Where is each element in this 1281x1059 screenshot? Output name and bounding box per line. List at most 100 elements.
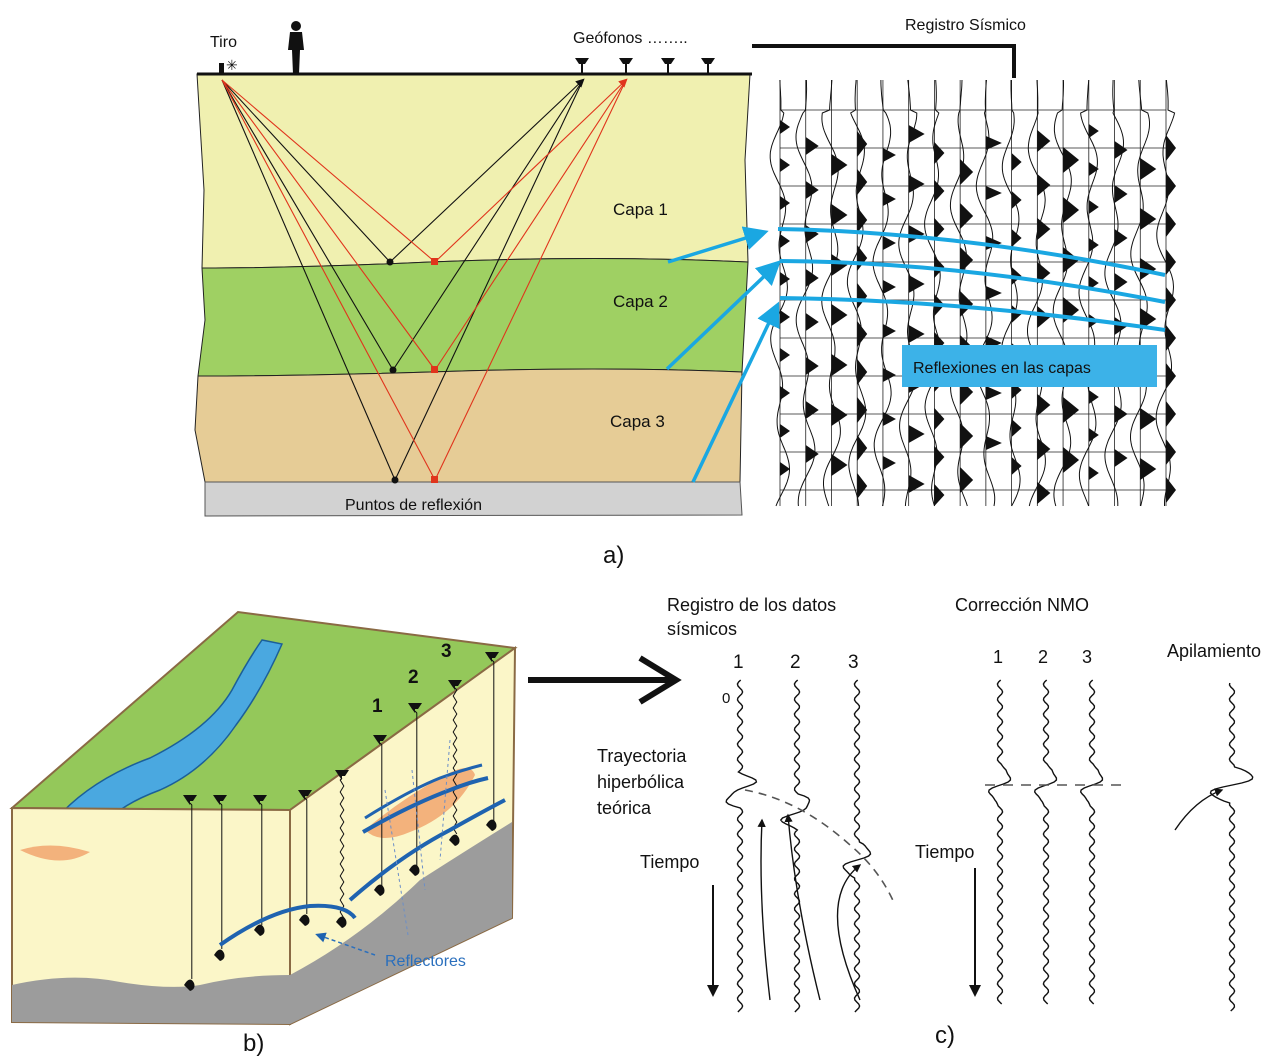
record-wavelet <box>831 304 848 326</box>
reflector-dashed-guides <box>384 739 451 936</box>
geophone-cable <box>452 687 458 835</box>
record-wavelet <box>1166 287 1176 313</box>
record-wavelet <box>1114 449 1128 467</box>
basement-layer <box>204 481 743 517</box>
record-wavelet <box>780 120 790 134</box>
record-wavelet <box>960 467 974 493</box>
reflection-mark <box>299 914 310 926</box>
reflections-box <box>902 345 1157 387</box>
hyperbola-curve <box>744 789 896 906</box>
hyperbola-label-line1: Trayectoria <box>597 746 687 766</box>
record-wavelet <box>857 397 868 423</box>
reflection-curve-3 <box>779 296 1166 332</box>
reflection-mark <box>214 949 225 961</box>
record-wavelet <box>780 158 790 172</box>
record-wavelet <box>1166 135 1176 161</box>
record-wavelet <box>780 348 790 362</box>
record-wavelet <box>780 234 790 248</box>
record-wavelet <box>1140 458 1157 480</box>
record-wavelet <box>985 136 1002 150</box>
nmo-trace-2-label: 2 <box>1038 647 1048 667</box>
record-wavelet <box>831 204 848 226</box>
record-wavelet <box>831 404 848 426</box>
geophone-icon <box>485 652 499 662</box>
record-wavelet <box>1166 211 1176 237</box>
reflection-curve-2 <box>779 259 1166 304</box>
record-wavelet <box>908 175 925 193</box>
record-wavelet <box>1166 439 1176 465</box>
stack-trace-line <box>1209 682 1254 1012</box>
geophones-icons <box>575 58 715 74</box>
block-geophones <box>183 652 499 991</box>
panel-c: Registro de los datos sísmicos 1 2 3 0 T… <box>597 595 1261 1049</box>
seismic-record-label: Registro Sísmico <box>905 17 1026 34</box>
record-wavelet <box>985 186 1002 200</box>
record-wavelet <box>1114 405 1128 423</box>
layer-2-label: Capa 2 <box>613 292 668 311</box>
layer-1-label: Capa 1 <box>613 200 668 219</box>
explosion-icon: ✳ <box>226 57 238 73</box>
record-wavelet <box>960 247 974 273</box>
geophone-cable <box>189 802 193 979</box>
record-wavelet <box>1166 249 1176 275</box>
geophone-icon <box>183 795 197 805</box>
record-wavelet <box>1088 466 1099 480</box>
caption-c: c) <box>935 1022 955 1049</box>
record-trace <box>769 79 791 507</box>
geophone-1-label: 1 <box>372 696 383 717</box>
ray-paths-black <box>221 78 585 481</box>
record-trace <box>1052 79 1072 507</box>
record-wavelet <box>1063 447 1080 473</box>
record-wavelet <box>908 425 925 443</box>
record-wavelet <box>857 207 868 233</box>
layer-3-label: Capa 3 <box>610 412 665 431</box>
record-wavelet <box>857 321 868 347</box>
record-wavelet <box>780 272 790 286</box>
geophone-cable <box>379 742 383 889</box>
shot-label: Tiro <box>210 34 237 51</box>
reflection-mark <box>449 834 460 846</box>
sand-lens-front <box>20 845 90 861</box>
geophone-3-label: 3 <box>441 641 452 662</box>
record-wavelet <box>1114 185 1128 203</box>
nmo-trace-3 <box>1079 679 1104 1005</box>
geophone-cable <box>491 659 495 824</box>
layer-2 <box>197 258 749 377</box>
record-wavelet <box>934 256 945 278</box>
shot-source-icon <box>219 63 224 75</box>
trace-1-label: 1 <box>733 652 744 673</box>
record-trace <box>821 79 841 507</box>
record-wavelet <box>1011 153 1022 171</box>
stacked-trace <box>1209 682 1254 1012</box>
record-wavelet <box>1011 191 1022 209</box>
record-trace <box>924 79 943 507</box>
seismic-record: Reflexiones en las capas <box>769 78 1176 508</box>
record-wavelet <box>1140 308 1157 330</box>
nmo-corrected-traces <box>987 679 1104 1005</box>
record-wavelet <box>1037 306 1051 328</box>
seismic-record-grid <box>779 80 1167 506</box>
record-wavelet <box>934 484 945 506</box>
record-wavelet <box>985 286 1002 300</box>
record-wavelet <box>1037 262 1051 284</box>
ray-paths-red <box>221 78 628 481</box>
geophone-icon <box>373 735 387 745</box>
record-wavelet <box>805 269 819 287</box>
record-wavelet <box>805 313 819 331</box>
geophone-icon <box>408 703 422 713</box>
zero-label: 0 <box>722 690 730 707</box>
bedrock-side <box>290 822 512 1024</box>
trace-3-label: 3 <box>848 652 859 673</box>
record-wavelet <box>1114 141 1128 159</box>
record-trace <box>1155 79 1176 506</box>
record-wavelet <box>1011 457 1022 475</box>
record-wavelet <box>960 423 974 449</box>
reflection-mark <box>409 864 420 876</box>
record-wavelet <box>857 359 868 385</box>
record-wavelet <box>1166 325 1176 351</box>
record-wavelet <box>831 454 848 476</box>
record-wavelet <box>882 236 896 250</box>
record-wavelet <box>857 435 868 461</box>
record-wavelet <box>985 386 1002 400</box>
